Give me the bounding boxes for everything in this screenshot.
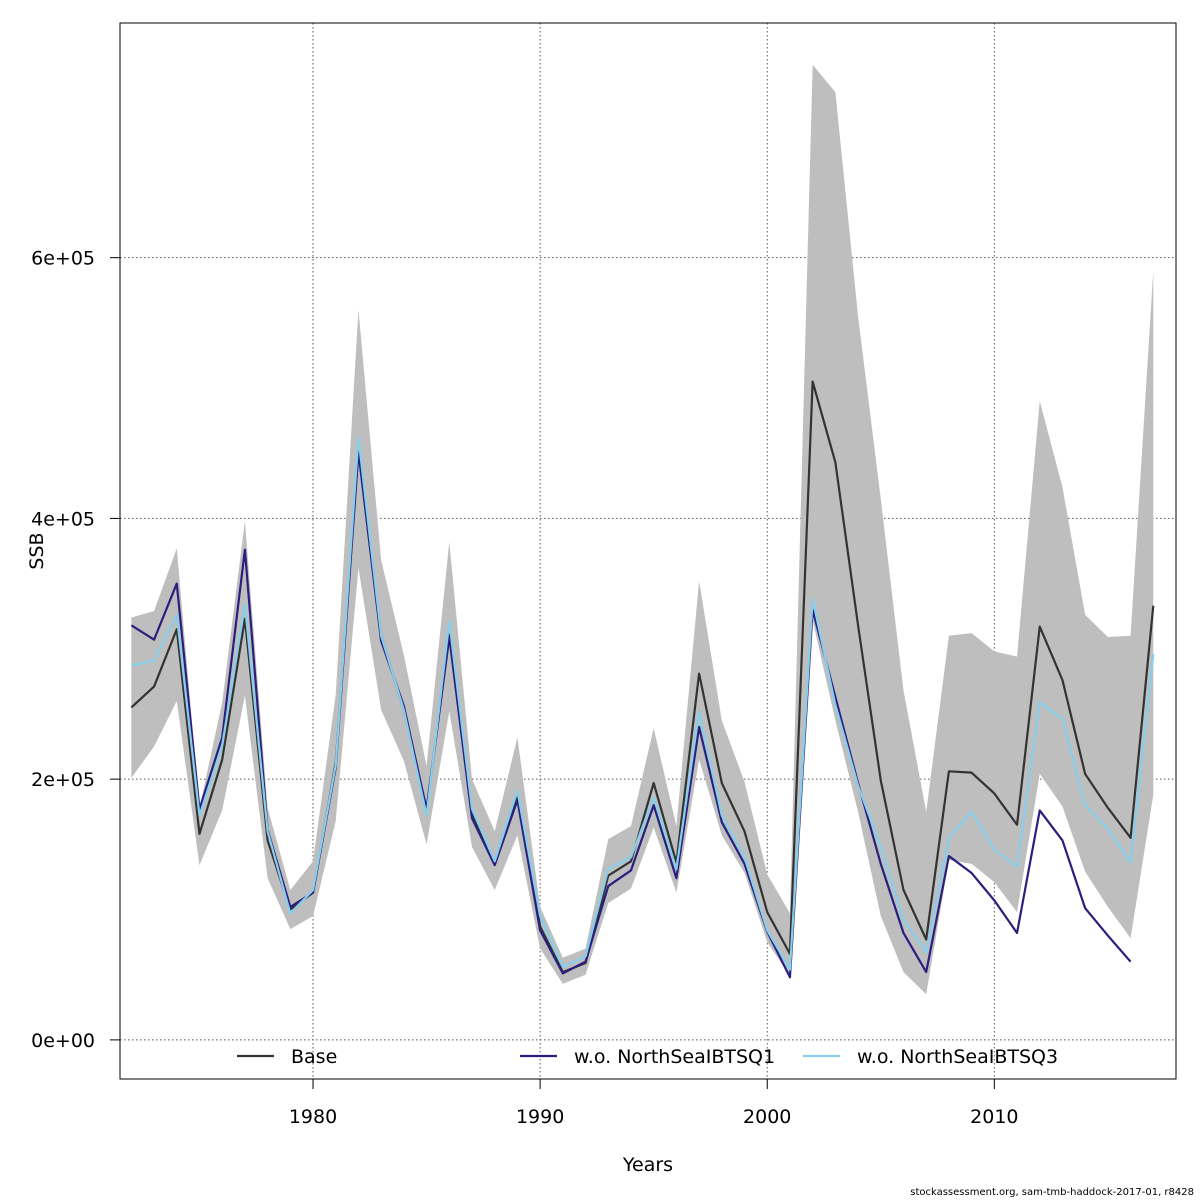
series-line-3 [131,436,1155,971]
legend: Base w.o. NorthSeaIBTSQ1 w.o. NorthSeaIBTS… [237,1046,1058,1068]
x-axis: 1980 1990 2000 2010 [289,1079,1019,1128]
legend-label-2: w.o. NorthSeaIBTSQ1 [574,1046,775,1068]
x-tick-label-2010: 2010 [970,1106,1018,1128]
grid-lines [120,23,1176,1079]
x-tick-label-1980: 1980 [289,1106,337,1128]
plot-frame [119,22,1177,1080]
y-axis-title: SSB [26,532,48,569]
confidence-band-layer [131,64,1154,995]
y-tick-label-400000: 4e+05 [31,508,95,530]
y-axis: 0e+00 2e+05 4e+05 6e+05 [31,248,120,1052]
y-tick-label-0: 0e+00 [31,1030,95,1052]
series-line-2 [130,450,1132,979]
legend-label-3: w.o. NorthSeaIBTSQ3 [857,1046,1058,1068]
x-axis-title: Years [622,1154,673,1176]
series-layer [130,380,1155,979]
y-tick-label-200000: 2e+05 [31,769,95,791]
x-tick-label-2000: 2000 [743,1106,791,1128]
confidence-band [131,64,1154,995]
x-tick-label-1990: 1990 [516,1106,564,1128]
footer-credit: stockassessment.org, sam-tmb-haddock-201… [910,1187,1194,1198]
legend-label-1: Base [291,1046,337,1068]
y-tick-label-600000: 6e+05 [31,248,95,270]
